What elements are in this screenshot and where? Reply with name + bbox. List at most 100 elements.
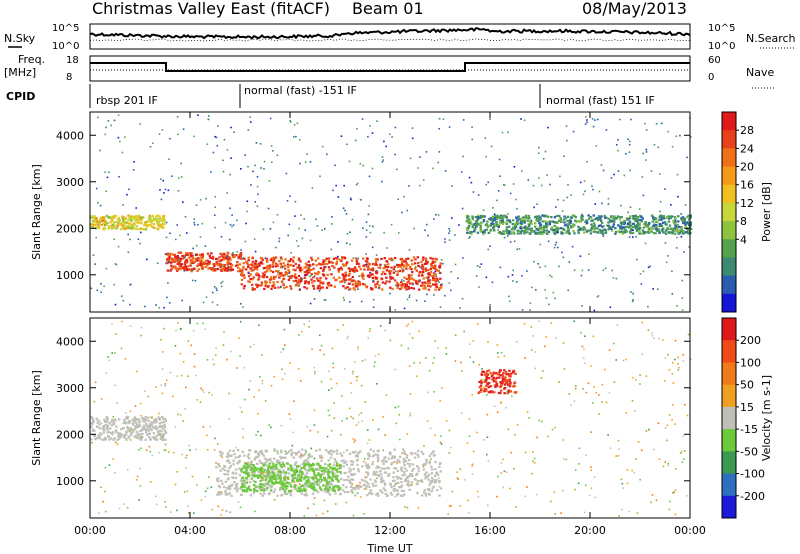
data-cell xyxy=(336,479,340,482)
data-cell xyxy=(490,217,493,220)
data-cell xyxy=(357,262,360,265)
data-cell xyxy=(501,380,504,383)
data-cell xyxy=(535,219,538,222)
nsearch-trace xyxy=(89,38,691,42)
data-cell xyxy=(155,428,159,431)
data-cell xyxy=(96,421,99,424)
data-cell xyxy=(620,230,623,233)
data-cell xyxy=(356,128,358,130)
data-cell xyxy=(281,274,285,277)
data-cell xyxy=(128,188,130,191)
data-cell xyxy=(639,273,642,275)
data-cell xyxy=(253,487,256,491)
data-cell xyxy=(321,286,324,289)
data-cell xyxy=(350,382,352,384)
data-cell xyxy=(330,248,333,251)
data-cell xyxy=(118,433,121,436)
data-cell xyxy=(631,399,634,402)
data-cell xyxy=(638,229,641,233)
data-cell xyxy=(499,374,502,377)
data-cell xyxy=(300,277,303,280)
cpid-segment-1: normal (fast) -151 IF xyxy=(244,84,357,97)
data-cell xyxy=(625,217,629,220)
data-cell xyxy=(468,343,471,345)
data-cell xyxy=(217,505,220,508)
data-cell xyxy=(345,213,348,215)
data-cell xyxy=(541,220,544,223)
data-cell xyxy=(309,467,313,470)
data-cell xyxy=(220,269,223,272)
data-cell xyxy=(174,483,177,486)
data-cell xyxy=(110,424,113,427)
data-cell xyxy=(437,214,440,216)
data-cell xyxy=(375,276,378,280)
data-cell xyxy=(584,484,587,487)
data-cell xyxy=(270,466,273,469)
data-cell xyxy=(236,367,238,369)
data-cell xyxy=(103,222,106,225)
data-cell xyxy=(335,468,338,471)
data-cell xyxy=(433,218,435,220)
data-cell xyxy=(305,469,309,472)
data-cell xyxy=(345,262,348,266)
data-cell xyxy=(149,224,153,227)
data-cell xyxy=(448,239,451,241)
data-cell xyxy=(374,484,378,487)
data-cell xyxy=(506,390,510,393)
data-cell xyxy=(102,425,105,428)
data-cell xyxy=(208,476,210,478)
data-cell xyxy=(363,458,366,460)
data-cell xyxy=(332,189,334,192)
data-cell xyxy=(672,492,674,494)
data-cell xyxy=(492,215,495,218)
data-cell xyxy=(226,268,230,271)
data-cell xyxy=(220,285,223,288)
data-cell xyxy=(439,262,442,265)
data-cell xyxy=(532,184,535,187)
data-cell xyxy=(165,262,168,265)
data-cell xyxy=(343,184,345,187)
data-cell xyxy=(485,223,488,226)
data-cell xyxy=(260,483,263,486)
data-cell xyxy=(511,274,514,276)
data-cell xyxy=(294,262,297,266)
data-cell xyxy=(169,232,171,235)
data-cell xyxy=(486,453,488,456)
data-cell xyxy=(193,260,196,263)
data-cell xyxy=(327,452,331,455)
data-cell xyxy=(206,434,208,437)
data-cell xyxy=(247,259,250,262)
data-cell xyxy=(206,264,209,267)
data-cell xyxy=(240,486,243,489)
data-cell xyxy=(351,483,354,486)
data-cell xyxy=(677,215,680,218)
data-cell xyxy=(670,204,672,206)
data-cell xyxy=(103,216,106,219)
data-cell xyxy=(121,215,124,218)
data-cell xyxy=(161,129,164,131)
data-cell xyxy=(391,455,394,458)
data-cell xyxy=(106,419,109,423)
data-cell xyxy=(333,461,336,464)
data-cell xyxy=(223,473,226,476)
data-cell xyxy=(356,375,359,378)
data-cell xyxy=(359,496,362,498)
data-cell xyxy=(483,380,486,384)
data-cell xyxy=(524,231,527,234)
data-cell xyxy=(372,454,375,457)
data-cell xyxy=(581,213,583,216)
data-cell xyxy=(249,481,252,484)
data-cell xyxy=(92,254,95,256)
data-cell xyxy=(559,217,562,220)
data-cell xyxy=(525,216,527,219)
data-cell xyxy=(350,478,353,481)
data-cell xyxy=(300,214,302,216)
data-cell xyxy=(114,472,116,474)
data-cell xyxy=(247,465,250,468)
data-cell xyxy=(211,508,214,511)
data-cell xyxy=(687,214,690,217)
power-ylabel: Slant Range [km] xyxy=(30,164,43,260)
data-cell xyxy=(677,369,680,371)
data-cell xyxy=(216,478,219,482)
